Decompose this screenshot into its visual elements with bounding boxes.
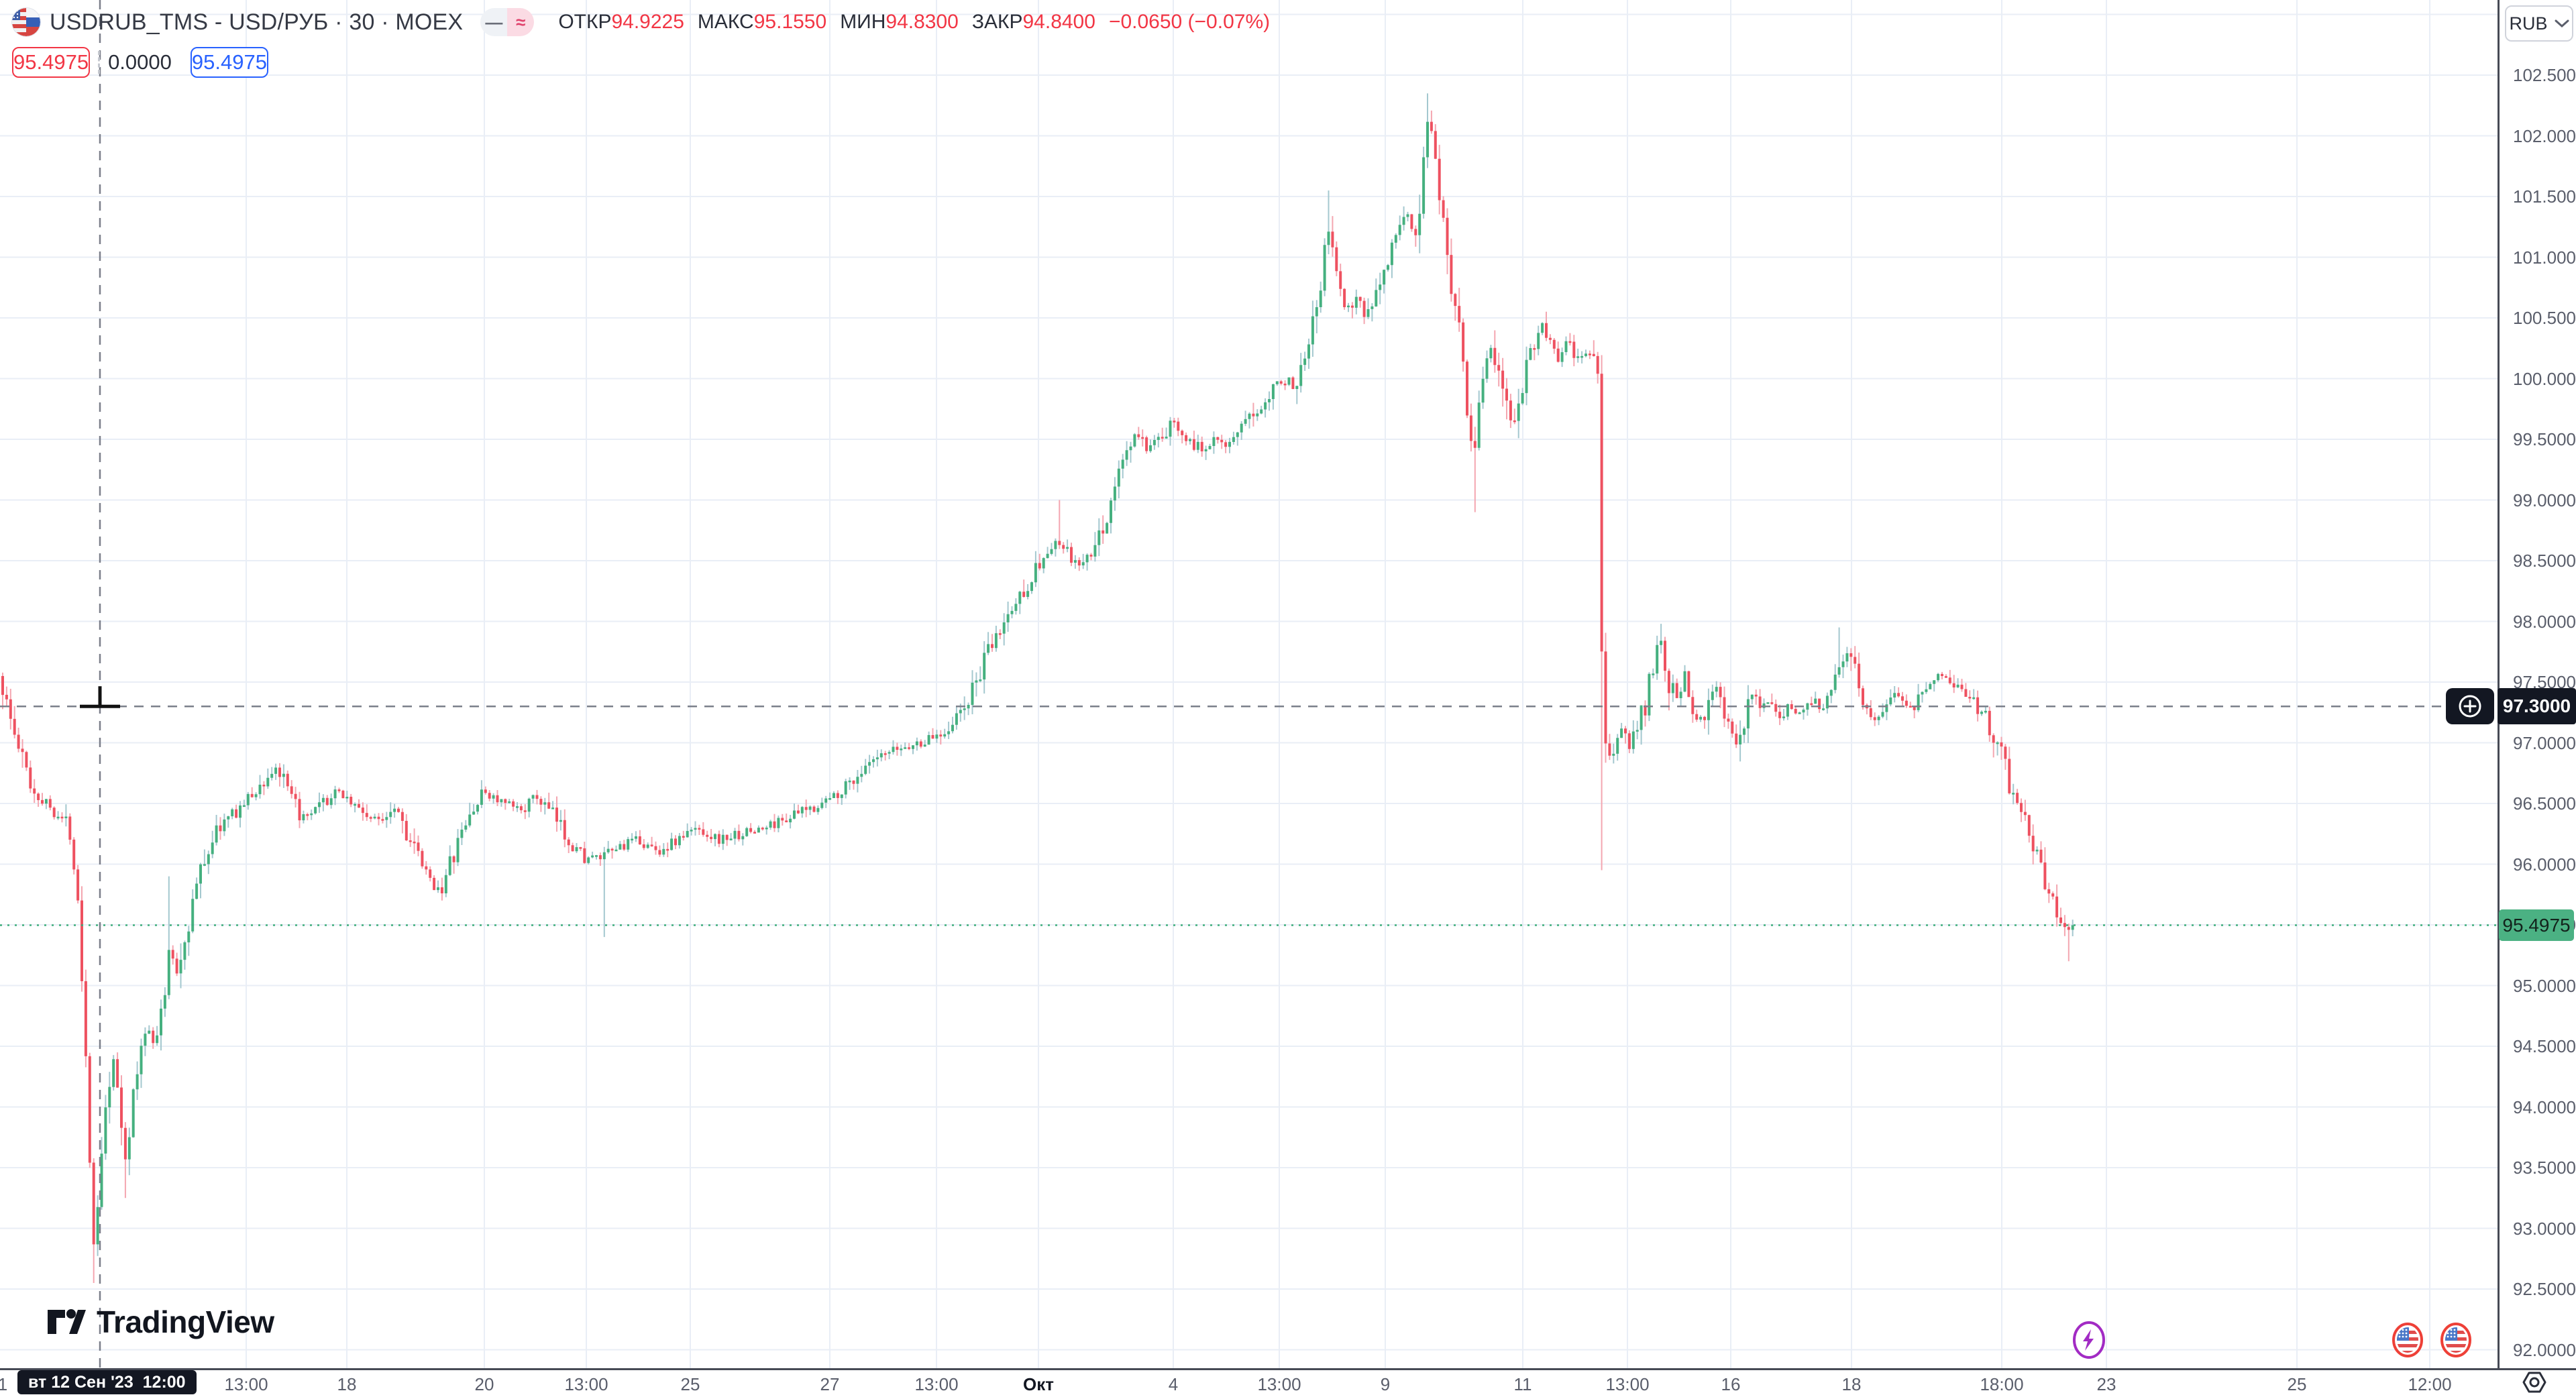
bid-price-badge[interactable]: 95.4975 xyxy=(12,47,91,78)
time-axis-label: 13:00 xyxy=(564,1374,608,1394)
currency-dropdown[interactable]: RUB xyxy=(2505,5,2573,42)
ohlc-pair: МИН94.8300 xyxy=(840,11,959,33)
crosshair-price-label: 97.3000 xyxy=(2498,688,2576,724)
ask-price-badge[interactable]: 95.4975 xyxy=(190,47,268,78)
usd-rub-flag-icon xyxy=(12,8,40,36)
time-axis-label: 1 xyxy=(0,1374,8,1394)
time-axis-label: 9 xyxy=(1380,1374,1391,1394)
time-axis-label: 27 xyxy=(820,1374,840,1394)
ohlc-change: −0.0650 (−0.07%) xyxy=(1108,11,1271,33)
price-axis-label: 94.0000 xyxy=(2513,1097,2576,1117)
legend-toggles: — ≈ xyxy=(480,8,535,36)
tradingview-logo[interactable]: TradingView xyxy=(47,1304,274,1340)
us-flag-event-icon[interactable] xyxy=(2391,1321,2424,1362)
time-axis-label: 13:00 xyxy=(914,1374,959,1394)
time-axis-label: 13:00 xyxy=(224,1374,268,1394)
time-axis-label: 18:00 xyxy=(1980,1374,2024,1394)
time-axis-label: 18 xyxy=(1841,1374,1862,1394)
price-axis-label: 97.0000 xyxy=(2513,732,2576,753)
time-axis-label: 4 xyxy=(1168,1374,1179,1394)
candle-bodies-down xyxy=(1,121,2070,1245)
price-axis-label: 99.5000 xyxy=(2513,429,2576,449)
time-axis-label: 16 xyxy=(1721,1374,1741,1394)
circled-plus-icon xyxy=(2459,695,2481,718)
price-axis-label: 96.0000 xyxy=(2513,854,2576,875)
price-axis-label: 95.0000 xyxy=(2513,975,2576,996)
time-axis[interactable]: 1 13:00 18 20 13:00 25 27 13:00 Окт 4 13:00 9 11 13:0… xyxy=(0,1368,2576,1395)
time-axis-label: 25 xyxy=(680,1374,700,1394)
us-flag-event-icon[interactable] xyxy=(2439,1321,2473,1362)
price-axis-label: 94.5000 xyxy=(2513,1036,2576,1056)
lightning-event-icon[interactable] xyxy=(2072,1320,2106,1363)
time-axis-label: 11 xyxy=(1513,1374,1532,1394)
wave-indicator-toggle[interactable]: ≈ xyxy=(507,8,535,36)
price-axis-label: 92.5000 xyxy=(2513,1279,2576,1299)
ohlc-pair: МАКС95.1550 xyxy=(697,11,827,33)
price-axis-label: 100.5000 xyxy=(2513,308,2576,328)
hide-series-toggle[interactable]: — xyxy=(480,8,508,36)
last-price-label: 95.4975 xyxy=(2499,909,2574,941)
candle-wicks-up xyxy=(45,93,2074,1256)
spread-value: 0.0000 xyxy=(108,50,172,74)
candle-bodies-up xyxy=(44,121,2074,1245)
ohlc-pair: ОТКР94.9225 xyxy=(558,11,684,33)
time-axis-label: 20 xyxy=(474,1374,494,1394)
price-axis-label: 99.0000 xyxy=(2513,490,2576,510)
price-axis-label: 100.0000 xyxy=(2513,368,2576,389)
chart-legend: USDRUB_TMS - USD/РУБ · 30 · MOEX — ≈ ОТК… xyxy=(12,7,1270,79)
price-axis-label: 92.0000 xyxy=(2513,1339,2576,1360)
time-axis-label: Окт xyxy=(1023,1374,1054,1394)
price-axis-label: 93.0000 xyxy=(2513,1218,2576,1239)
ohlc-pair: ЗАКР94.8400 xyxy=(971,11,1095,33)
tradingview-logo-text: TradingView xyxy=(97,1304,274,1339)
time-axis-label: 13:00 xyxy=(1257,1374,1301,1394)
time-axis-label: 12:00 xyxy=(2408,1374,2452,1394)
price-axis-label: 96.5000 xyxy=(2513,793,2576,814)
axis-settings-gear-icon[interactable] xyxy=(2521,1371,2548,1395)
time-axis-label: 13:00 xyxy=(1605,1374,1650,1394)
symbol-title[interactable]: USDRUB_TMS - USD/РУБ · 30 · MOEX xyxy=(50,9,464,35)
badge-separator xyxy=(98,51,101,74)
crosshair-time-label: вт 12 Сен '23 12:00 xyxy=(17,1370,197,1394)
tradingview-mark-icon xyxy=(48,1309,86,1334)
price-axis-label: 101.0000 xyxy=(2513,247,2576,268)
cross-cursor-icon xyxy=(80,686,120,708)
price-axis-label: 93.5000 xyxy=(2513,1158,2576,1178)
add-alert-plus-button[interactable] xyxy=(2446,688,2494,724)
chevron-down-icon xyxy=(2555,19,2569,28)
price-axis-label: 101.5000 xyxy=(2513,186,2576,207)
price-axis-label: 98.0000 xyxy=(2513,611,2576,632)
price-axis[interactable]: 102.5000 102.0000 101.5000 101.0000 100.5000… xyxy=(2498,0,2576,1368)
ohlc-readout: ОТКР94.9225 МАКС95.1550 МИН94.8300 ЗАКР94.8… xyxy=(558,11,1270,34)
time-axis-label: 18 xyxy=(337,1374,357,1394)
price-axis-label: 98.5000 xyxy=(2513,551,2576,571)
price-axis-label: 102.0000 xyxy=(2513,125,2576,146)
time-axis-label: 25 xyxy=(2287,1374,2307,1394)
time-axis-label: 23 xyxy=(2096,1374,2116,1394)
price-axis-label: 102.5000 xyxy=(2513,65,2576,85)
